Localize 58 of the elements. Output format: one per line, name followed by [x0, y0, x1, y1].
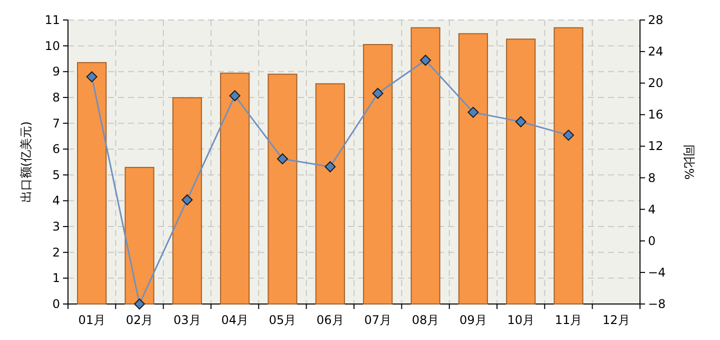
x-tick-label: 04月: [221, 313, 248, 327]
bar: [77, 62, 107, 304]
y-axis-title: 出口额(亿美元): [19, 121, 33, 203]
y-tick-label: 10: [44, 38, 60, 53]
y2-tick-label: −8: [648, 297, 666, 311]
point: [86, 71, 98, 82]
point: [277, 153, 288, 164]
point: [563, 130, 574, 141]
y2-tick-label: 4: [648, 202, 656, 216]
x-tick-label: 09月: [460, 313, 487, 327]
y-tick-label: 6: [52, 142, 60, 156]
x-tick-label: 05月: [268, 313, 296, 327]
bar: [124, 166, 154, 304]
point: [229, 90, 240, 102]
y2-tick-label: 24: [648, 44, 664, 59]
y-tick-label: 8: [52, 90, 60, 104]
point: [372, 88, 384, 99]
y-tick-label: 5: [52, 168, 60, 182]
bar: [268, 74, 298, 304]
point: [324, 161, 336, 172]
bar: [458, 33, 488, 304]
x-tick-label: 07月: [364, 313, 392, 327]
y-tick-label: 11: [44, 13, 60, 27]
x-tick-label: 01月: [78, 313, 106, 327]
bar: [315, 83, 345, 304]
y2-axis-title: 同比%: [682, 144, 696, 180]
y2-tick-label: −4: [648, 265, 666, 280]
x-tick-label: 12月: [602, 313, 630, 327]
point: [468, 106, 479, 118]
bar: [172, 97, 202, 304]
y2-tick-label: 12: [648, 139, 664, 154]
x-tick-label: 02月: [126, 313, 154, 327]
y-tick-label: 1: [52, 271, 60, 286]
y2-tick-label: 0: [648, 234, 656, 248]
y-tick-label: 4: [52, 194, 60, 208]
bar: [554, 27, 584, 304]
y2-tick-label: 20: [648, 76, 664, 90]
bar: [363, 44, 393, 304]
point: [515, 116, 526, 128]
point: [134, 298, 145, 310]
y-tick-label: 3: [52, 220, 60, 234]
x-tick-label: 10月: [507, 313, 534, 327]
y2-tick-label: 16: [648, 108, 664, 122]
x-tick-label: 11月: [554, 313, 582, 327]
point: [420, 54, 431, 66]
y2-tick-label: 8: [648, 170, 656, 185]
x-tick-label: 03月: [174, 313, 201, 327]
point: [182, 194, 193, 206]
x-tick-label: 08月: [412, 313, 440, 327]
y2-tick-label: 28: [648, 13, 664, 27]
bar: [506, 38, 536, 304]
y-tick-label: 7: [52, 116, 60, 130]
bar: [410, 27, 440, 304]
y-tick-label: 0: [52, 297, 60, 311]
y-tick-label: 9: [52, 64, 60, 79]
x-tick-label: 06月: [316, 313, 344, 327]
y-tick-label: 2: [52, 245, 60, 260]
bar: [220, 72, 250, 304]
